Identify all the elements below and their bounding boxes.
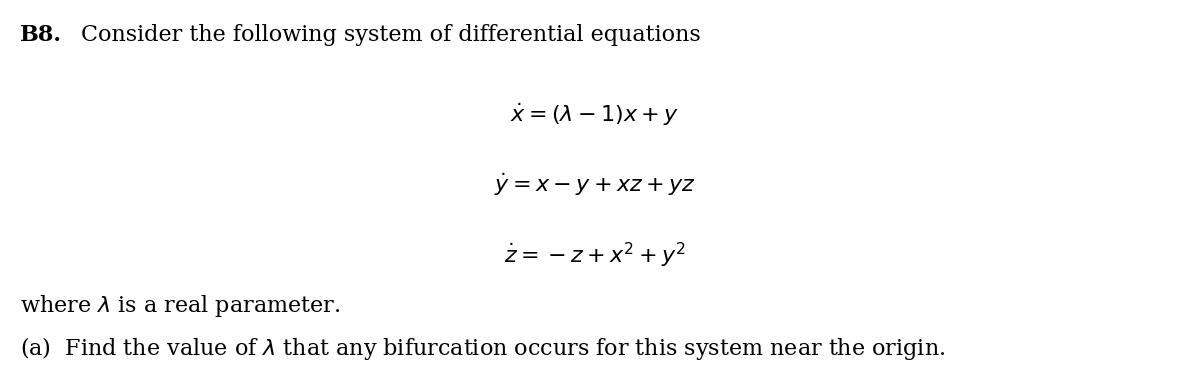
Text: B8.: B8. bbox=[20, 24, 62, 46]
Text: (a)  Find the value of $\lambda$ that any bifurcation occurs for this system nea: (a) Find the value of $\lambda$ that any… bbox=[20, 335, 946, 362]
Text: Consider the following system of differential equations: Consider the following system of differe… bbox=[80, 24, 701, 46]
Text: $\dot{x} = (\lambda - 1)x + y$: $\dot{x} = (\lambda - 1)x + y$ bbox=[510, 101, 679, 128]
Text: $\dot{y} = x - y + xz + yz$: $\dot{y} = x - y + xz + yz$ bbox=[493, 171, 695, 198]
Text: where $\lambda$ is a real parameter.: where $\lambda$ is a real parameter. bbox=[20, 293, 341, 319]
Text: $\dot{z} = -z + x^2 + y^2$: $\dot{z} = -z + x^2 + y^2$ bbox=[504, 241, 685, 270]
